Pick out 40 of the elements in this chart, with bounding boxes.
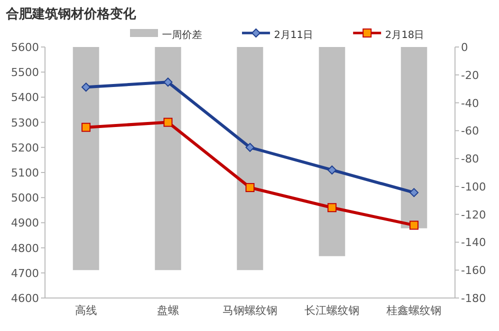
point [82,122,90,132]
point [82,82,90,92]
y2-tick-label: -180 [461,292,486,305]
y2-tick-label: -40 [461,96,479,110]
point [164,118,172,127]
y-tick-label: 4700 [11,266,39,280]
point [410,188,418,198]
y2-tick-label: -140 [461,236,486,250]
y-tick-label: 5200 [11,141,39,154]
y2-tick-label: 0 [461,41,468,54]
y-tick-label: 4800 [11,242,39,255]
x-tick-label: 高线 [75,304,97,317]
x-tick-label: 马钢螺纹钢 [222,304,278,317]
legend-label: 2月11日 [274,30,314,41]
y-tick-label: 4900 [11,216,39,230]
y2-tick-label: -100 [461,180,486,194]
y2-tick-label: -60 [461,124,479,138]
y2-tick-label: -20 [461,68,479,82]
point [164,78,172,87]
y-tick-label: 5100 [11,166,39,180]
x-tick-label: 盘螺 [157,304,179,317]
x-tick-label: 长江螺纹钢 [304,304,360,317]
point [246,142,254,152]
point [410,220,418,230]
y-tick-label: 5400 [11,91,39,104]
y-tick-label: 5500 [11,66,39,80]
point [328,165,336,174]
point [328,203,336,212]
y-tick-label: 5600 [11,41,39,54]
x-tick-label: 桂鑫螺纹钢 [386,304,442,317]
y-tick-label: 5000 [11,192,39,205]
legend-label: 一周价差 [162,29,202,41]
y2-tick-label: -80 [461,152,479,166]
y-tick-label: 4600 [11,292,39,305]
point [246,183,254,192]
legend-label: 2月18日 [385,30,424,41]
y2-tick-label: -160 [461,264,486,278]
chart-title: 合肥建筑钢材价格变化 [5,6,137,22]
y2-tick-label: -120 [461,208,486,222]
y-tick-label: 5300 [11,116,39,130]
